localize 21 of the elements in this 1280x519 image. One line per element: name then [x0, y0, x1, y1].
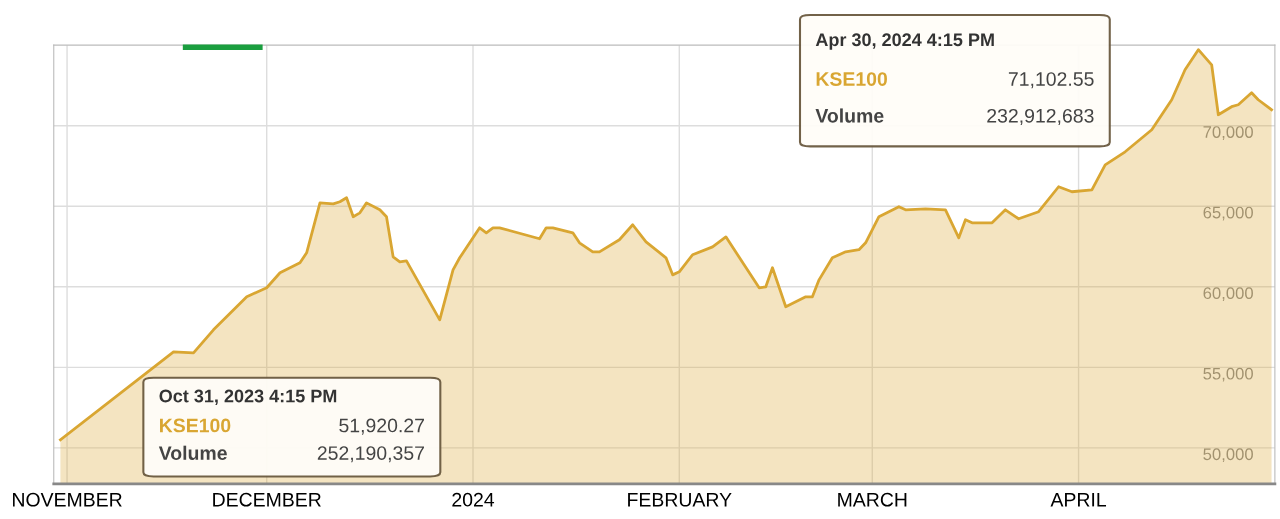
x-tick-label: DECEMBER	[213, 492, 321, 507]
annotation: 252,190,357	[317, 446, 424, 463]
x-tick-label: MARCH	[838, 492, 907, 507]
annotation: 51,920.27	[339, 418, 424, 435]
x-tick-label: APRIL	[1050, 493, 1107, 507]
annotation: Volume	[815, 108, 884, 123]
y-tick-label: 65,000	[1203, 206, 1253, 221]
annotation: KSE100	[160, 418, 231, 433]
x-tick-label: NOVEMBER	[13, 492, 122, 507]
annotation: KSE100	[816, 72, 887, 86]
y-tick-label: 50,000	[1203, 448, 1253, 463]
annotation: Volume	[158, 445, 227, 460]
x-tick-label: FEBRUARY	[628, 493, 732, 507]
y-tick-label: 55,000	[1203, 367, 1253, 382]
y-tick-label: 60,000	[1203, 287, 1253, 301]
annotation: 232,912,683	[987, 108, 1094, 125]
annotation: Oct 31, 2023 4:15 PM	[159, 389, 337, 406]
annotation: Apr 30, 2024 4:15 PM	[815, 33, 994, 50]
annotation: 71,102.55	[1008, 72, 1094, 89]
x-tick-label: 2024	[452, 492, 495, 507]
y-tick-label: 70,000	[1203, 126, 1253, 140]
